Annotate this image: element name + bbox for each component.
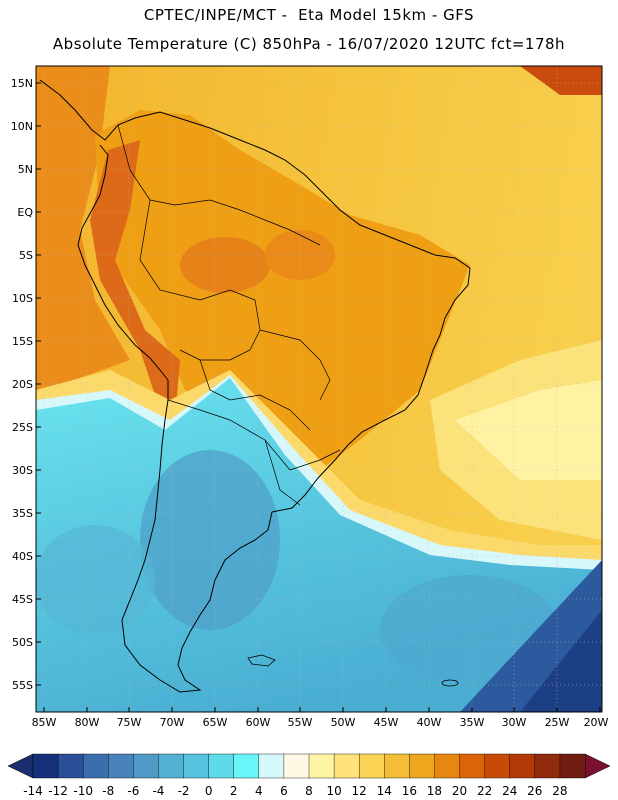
lat-label: 10S xyxy=(12,292,33,305)
colorbar-cell xyxy=(534,753,561,779)
colorbar-cell xyxy=(509,753,536,779)
colorbar-label: 16 xyxy=(402,784,417,798)
lat-label: 15S xyxy=(12,335,33,348)
andes-hot-strip xyxy=(90,140,180,420)
lat-label: 40S xyxy=(12,550,33,563)
colorbar-cell xyxy=(459,753,486,779)
pacific-warm-band xyxy=(36,66,130,390)
lon-label: 65W xyxy=(203,716,228,729)
colorbar-cell xyxy=(434,753,461,779)
lat-label: EQ xyxy=(17,206,33,219)
latitude-labels: 15N 10N 5N EQ 5S 10S 15S 20S 25S 30S 35S… xyxy=(11,77,34,692)
lat-label: 25S xyxy=(12,421,33,434)
lon-label: 50W xyxy=(331,716,356,729)
colorbar-cell xyxy=(82,753,109,779)
south-georgia xyxy=(441,679,459,687)
colorbar-label: 24 xyxy=(502,784,517,798)
colorbar-cell xyxy=(308,753,335,779)
colorbar-cell xyxy=(233,753,260,779)
colorbar-under-arrow xyxy=(7,753,34,779)
colorbar-cell xyxy=(484,753,511,779)
colorbar-label: -6 xyxy=(127,784,139,798)
colorbar-label: 28 xyxy=(552,784,567,798)
colorbar: -14 -12 -10 -8 -6 -4 -2 0 2 4 6 8 10 12 14 16 18 20 22 24 26… xyxy=(7,753,611,798)
colorbar-label: -14 xyxy=(23,784,43,798)
lon-label: 80W xyxy=(75,716,100,729)
lon-label: 20W xyxy=(584,716,609,729)
longitude-labels: 85W 80W 75W 70W 65W 60W 55W 50W 45W 40W … xyxy=(32,716,609,729)
colorbar-cell xyxy=(333,753,360,779)
lat-label: 5N xyxy=(18,163,33,176)
colorbar-cells xyxy=(32,753,586,779)
colorbar-cell xyxy=(384,753,410,779)
colorbar-cell xyxy=(57,753,84,779)
map-title-line2: Absolute Temperature (C) 850hPa - 16/07/… xyxy=(52,35,566,53)
colorbar-label: -12 xyxy=(48,784,68,798)
colorbar-label: 6 xyxy=(280,784,288,798)
lat-label: 45S xyxy=(12,593,33,606)
lat-label: 20S xyxy=(12,378,33,391)
lon-label: 30W xyxy=(502,716,527,729)
colorbar-label: -2 xyxy=(178,784,190,798)
lat-label: 35S xyxy=(12,507,33,520)
lat-label: 50S xyxy=(12,636,33,649)
colorbar-label: 22 xyxy=(477,784,492,798)
temperature-field xyxy=(36,66,602,712)
south-atlantic-paler xyxy=(455,380,602,480)
colorbar-label: 0 xyxy=(205,784,213,798)
colorbar-cell xyxy=(133,753,159,779)
amazon-hot-zone xyxy=(180,237,270,293)
colorbar-cell xyxy=(283,753,310,779)
colorbar-cell xyxy=(358,753,385,779)
colorbar-cell xyxy=(258,753,285,779)
lon-label: 40W xyxy=(417,716,442,729)
colorbar-cell xyxy=(183,753,210,779)
lon-label: 35W xyxy=(460,716,485,729)
lon-label: 85W xyxy=(32,716,57,729)
colorbar-over-arrow xyxy=(584,753,611,779)
plot-frame xyxy=(35,65,603,713)
se-deepest-cold xyxy=(520,610,602,712)
lat-label: 30S xyxy=(12,464,33,477)
falkland-islands xyxy=(247,654,276,667)
colorbar-label: 4 xyxy=(255,784,263,798)
colorbar-label: 18 xyxy=(427,784,442,798)
colorbar-label: -8 xyxy=(102,784,114,798)
colorbar-label: 20 xyxy=(452,784,467,798)
lon-label: 25W xyxy=(545,716,570,729)
colorbar-label: 8 xyxy=(305,784,313,798)
colorbar-cell xyxy=(108,753,134,779)
lon-label: 60W xyxy=(246,716,271,729)
pacific-cold-patch xyxy=(36,525,155,635)
lon-label: 75W xyxy=(117,716,142,729)
colorbar-label: 10 xyxy=(326,784,341,798)
lat-label: 10N xyxy=(11,120,33,133)
colorbar-label: 12 xyxy=(352,784,367,798)
map-title-line1: CPTEC/INPE/MCT - Eta Model 15km - GFS xyxy=(143,6,475,24)
colorbar-cell xyxy=(32,753,59,779)
colorbar-cell xyxy=(559,753,586,779)
colorbar-labels: -14 -12 -10 -8 -6 -4 -2 0 2 4 6 8 10 12 14 16 18 20 22 24 26… xyxy=(23,784,567,798)
lat-label: 55S xyxy=(12,679,33,692)
colorbar-label: 14 xyxy=(377,784,392,798)
south-america-outline xyxy=(39,79,471,693)
patagonia-cold-core xyxy=(140,450,280,630)
colorbar-cell xyxy=(158,753,185,779)
lon-label: 45W xyxy=(374,716,399,729)
atlantic-hot-corner xyxy=(520,66,602,95)
colorbar-label: 2 xyxy=(230,784,238,798)
colorbar-label: 26 xyxy=(527,784,542,798)
colorbar-cell xyxy=(208,753,235,779)
lat-label: 15N xyxy=(11,77,33,90)
lon-label: 55W xyxy=(288,716,313,729)
continent-warm-region xyxy=(95,110,470,470)
colorbar-label: -4 xyxy=(152,784,164,798)
colorbar-label: -10 xyxy=(73,784,93,798)
tick-marks xyxy=(36,82,601,712)
country-borders xyxy=(117,124,341,506)
colorbar-cell xyxy=(409,753,435,779)
lon-label: 70W xyxy=(160,716,185,729)
lat-label: 5S xyxy=(19,249,33,262)
